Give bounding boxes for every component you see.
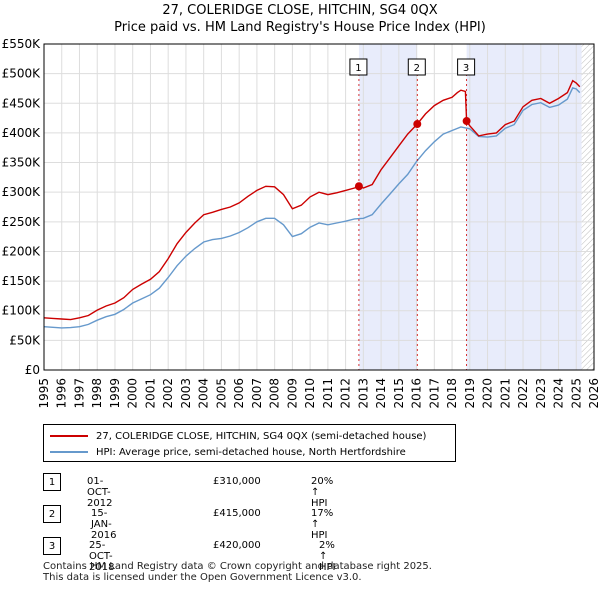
x-tick-label: 1995 bbox=[37, 378, 51, 409]
transaction-price: £310,000 bbox=[213, 476, 261, 487]
x-tick-label: 2009 bbox=[285, 378, 299, 409]
ownership-period-shade bbox=[466, 44, 582, 370]
chart-subtitle: Price paid vs. HM Land Registry's House … bbox=[114, 20, 486, 35]
sale-label-box bbox=[457, 58, 476, 76]
x-tick-label: 2021 bbox=[498, 378, 512, 409]
footer-copyright: Contains HM Land Registry data © Crown c… bbox=[43, 561, 432, 572]
series-line bbox=[43, 79, 581, 321]
legend-label-property: 27, COLERIDGE CLOSE, HITCHIN, SG4 0QX (s… bbox=[96, 430, 427, 442]
legend-item-property: 27, COLERIDGE CLOSE, HITCHIN, SG4 0QX (s… bbox=[50, 428, 426, 444]
footer-attribution: Contains HM Land Registry data © Crown c… bbox=[43, 561, 432, 583]
x-tick-label: 2011 bbox=[321, 378, 335, 409]
transaction-date: 15-JAN-2016 bbox=[91, 508, 117, 541]
x-tick-label: 2022 bbox=[516, 378, 530, 409]
y-tick-label: £150K bbox=[2, 274, 42, 288]
x-tick-label: 2004 bbox=[197, 378, 211, 409]
chart-title: 27, COLERIDGE CLOSE, HITCHIN, SG4 0QX bbox=[162, 3, 437, 18]
x-tick-label: 2024 bbox=[552, 378, 566, 409]
x-tick-label: 2003 bbox=[179, 378, 193, 409]
sale-label-box bbox=[349, 58, 368, 76]
footer-license: This data is licensed under the Open Gov… bbox=[43, 572, 362, 583]
transaction-number: 3 bbox=[43, 537, 61, 555]
y-tick-label: £50K bbox=[9, 333, 41, 347]
x-tick-label: 2013 bbox=[356, 378, 370, 409]
x-tick-label: 2007 bbox=[250, 378, 264, 409]
transaction-hpi-change: 17% ↑ HPI bbox=[311, 508, 334, 541]
sale-point bbox=[462, 117, 471, 126]
ownership-period-shade bbox=[358, 44, 418, 370]
sale-point bbox=[413, 120, 422, 129]
x-tick-label: 2023 bbox=[534, 378, 548, 409]
y-tick-label: £500K bbox=[2, 67, 42, 81]
y-tick-label: £0 bbox=[25, 363, 40, 377]
y-tick-label: £550K bbox=[2, 37, 42, 51]
legend-swatch-red bbox=[50, 435, 88, 437]
transaction-date: 01-OCT-2012 bbox=[87, 476, 113, 509]
x-tick-label: 1998 bbox=[90, 378, 104, 409]
x-tick-label: 2018 bbox=[445, 378, 459, 409]
x-tick-label: 2008 bbox=[268, 378, 282, 409]
x-tick-label: 1997 bbox=[72, 378, 86, 409]
series-line bbox=[43, 87, 581, 329]
future-hatch bbox=[581, 44, 594, 370]
x-tick-label: 2005 bbox=[214, 378, 228, 409]
x-tick-label: 2000 bbox=[126, 378, 140, 409]
transaction-price: £420,000 bbox=[213, 540, 261, 551]
transaction-price: £415,000 bbox=[213, 508, 261, 519]
x-tick-label: 2020 bbox=[481, 378, 495, 409]
y-tick-label: £450K bbox=[2, 96, 42, 110]
sale-point bbox=[354, 182, 363, 191]
x-tick-label: 1996 bbox=[55, 378, 69, 409]
transaction-hpi-change: 2% ↑ HPI bbox=[319, 540, 336, 573]
x-tick-label: 2002 bbox=[161, 378, 175, 409]
x-tick-label: 2012 bbox=[339, 378, 353, 409]
legend-item-hpi: HPI: Average price, semi-detached house,… bbox=[50, 444, 406, 460]
y-tick-label: £100K bbox=[2, 304, 42, 318]
sale-label-number: 3 bbox=[463, 63, 469, 74]
x-tick-label: 2015 bbox=[392, 378, 406, 409]
y-tick-label: £200K bbox=[2, 244, 42, 258]
x-tick-label: 2019 bbox=[463, 378, 477, 409]
transaction-number: 1 bbox=[43, 473, 61, 491]
sale-label-number: 2 bbox=[414, 63, 420, 74]
x-tick-label: 1999 bbox=[108, 378, 122, 409]
x-tick-label: 2006 bbox=[232, 378, 246, 409]
price-chart: 27, COLERIDGE CLOSE, HITCHIN, SG4 0QX Pr… bbox=[2, 3, 600, 409]
legend-swatch-blue bbox=[50, 451, 88, 453]
x-tick-label: 2001 bbox=[143, 378, 157, 409]
transaction-number: 2 bbox=[43, 505, 61, 523]
transaction-date: 25-OCT-2018 bbox=[89, 540, 115, 573]
plot-border bbox=[43, 43, 595, 371]
y-tick-label: £400K bbox=[2, 126, 42, 140]
y-tick-label: £350K bbox=[2, 156, 42, 170]
x-tick-label: 2014 bbox=[374, 378, 388, 409]
x-tick-label: 2026 bbox=[587, 378, 600, 409]
x-tick-label: 2010 bbox=[303, 378, 317, 409]
y-tick-label: £300K bbox=[2, 185, 42, 199]
sale-label-box bbox=[407, 58, 426, 76]
x-tick-label: 2025 bbox=[569, 378, 583, 409]
chart-legend: 27, COLERIDGE CLOSE, HITCHIN, SG4 0QX (s… bbox=[43, 424, 456, 462]
y-tick-label: £250K bbox=[2, 215, 42, 229]
x-tick-label: 2017 bbox=[427, 378, 441, 409]
x-tick-label: 2016 bbox=[410, 378, 424, 409]
sale-label-number: 1 bbox=[355, 63, 361, 74]
legend-label-hpi: HPI: Average price, semi-detached house,… bbox=[96, 446, 406, 458]
transaction-hpi-change: 20% ↑ HPI bbox=[311, 476, 334, 509]
